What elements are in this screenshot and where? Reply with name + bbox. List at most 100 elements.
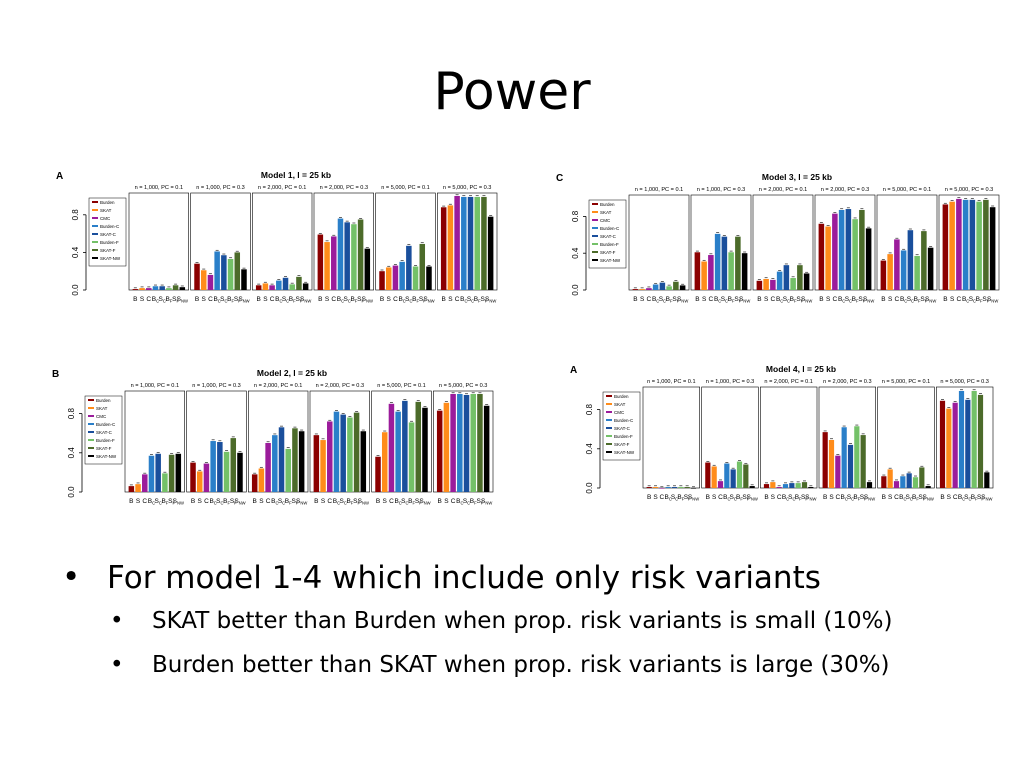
- panel-label: n = 5,000, PC = 0.1: [377, 383, 426, 389]
- x-tick-subscript: NW: [991, 299, 998, 304]
- bar: [289, 284, 295, 290]
- bar: [952, 402, 958, 488]
- panel-letter: A: [56, 171, 63, 182]
- x-tick-label: C: [393, 296, 398, 303]
- bar: [865, 228, 872, 290]
- x-tick-label: BC: [782, 494, 789, 502]
- x-tick-subscript: NW: [428, 299, 435, 304]
- bar: [711, 466, 717, 488]
- y-tick-label: 0.8: [585, 403, 594, 415]
- x-tick-label: BF: [227, 296, 234, 304]
- bar: [946, 408, 952, 488]
- bar: [919, 467, 925, 488]
- legend-entry: SKAT-C: [96, 430, 113, 435]
- x-tick-label: SNW: [805, 494, 816, 502]
- x-tick-subscript: NW: [239, 501, 246, 506]
- x-tick-label: SC: [220, 296, 227, 304]
- x-tick-subscript: F: [918, 299, 921, 304]
- x-tick-label: BF: [289, 296, 296, 304]
- x-tick-label: B: [314, 498, 318, 505]
- x-tick-subscript: C: [911, 299, 914, 304]
- bar: [172, 285, 179, 290]
- bar: [155, 453, 161, 492]
- bar: [789, 483, 795, 488]
- x-tick-label: SC: [159, 296, 166, 304]
- x-tick-label: B: [633, 296, 637, 303]
- x-tick-label: SF: [918, 494, 925, 502]
- x-tick-label: BF: [976, 296, 983, 304]
- x-tick-label: SF: [977, 494, 984, 502]
- x-tick-subscript: F: [357, 501, 360, 506]
- x-tick-label: S: [888, 296, 893, 303]
- bar: [782, 484, 789, 488]
- x-tick-subscript: C: [669, 497, 672, 502]
- bar: [467, 196, 474, 290]
- x-tick-label: B: [253, 498, 257, 505]
- bar: [965, 399, 971, 488]
- x-tick-subscript: C: [348, 299, 351, 304]
- x-tick-label: SNW: [739, 296, 750, 304]
- x-tick-label: SC: [216, 498, 223, 506]
- x-tick-subscript: C: [410, 299, 413, 304]
- x-tick-label: S: [702, 296, 707, 303]
- bar: [241, 269, 247, 290]
- legend-entry: SKAT-NW: [600, 258, 621, 263]
- bar: [408, 422, 415, 492]
- x-tick-subscript: NW: [805, 299, 812, 304]
- x-tick-label: SC: [344, 296, 351, 304]
- x-tick-subscript: C: [399, 501, 402, 506]
- x-tick-label: S: [771, 494, 776, 501]
- panel-frame: [760, 386, 818, 489]
- panel-letter: C: [556, 173, 563, 184]
- bar: [360, 431, 367, 492]
- bar: [276, 280, 282, 290]
- chart-title: Model 4, l = 25 kb: [766, 364, 836, 374]
- panel-label: n = 1,000, PC = 0.1: [131, 383, 180, 389]
- x-tick-label: SC: [463, 498, 470, 506]
- bar: [808, 487, 814, 488]
- x-tick-label: B: [695, 296, 699, 303]
- x-tick-label: B: [881, 296, 885, 303]
- bar: [887, 254, 893, 290]
- x-tick-label: BF: [677, 494, 684, 502]
- bar: [838, 209, 845, 290]
- x-tick-label: SF: [672, 296, 679, 304]
- legend: Burden SKAT CMC Burden-C SKAT-C Burden-F SKAT-…: [588, 199, 627, 269]
- bar: [440, 207, 447, 290]
- bar: [907, 230, 914, 290]
- bar: [379, 271, 385, 290]
- bar: [203, 463, 210, 492]
- legend-entry: SKAT-C: [600, 234, 617, 239]
- bar: [962, 199, 969, 290]
- x-tick-subscript: C: [973, 299, 976, 304]
- bar: [971, 390, 977, 488]
- x-tick-label: BF: [223, 498, 230, 506]
- legend-entry: Burden-F: [614, 434, 633, 439]
- x-tick-subscript: NW: [489, 299, 496, 304]
- x-tick-label: SF: [480, 296, 487, 304]
- x-tick-label: BF: [346, 498, 353, 506]
- x-tick-subscript: C: [845, 497, 848, 502]
- x-tick-label: C: [142, 498, 147, 505]
- x-tick-subscript: F: [794, 299, 797, 304]
- x-tick-subscript: C: [275, 501, 278, 506]
- panel-label: n = 1,000, PC = 0.3: [697, 187, 746, 193]
- bar: [388, 403, 395, 492]
- bar: [344, 222, 350, 290]
- bar: [128, 486, 135, 492]
- panel-frame: [313, 192, 374, 291]
- x-tick-label: SF: [357, 296, 364, 304]
- legend-entry: Burden-C: [614, 418, 634, 423]
- x-tick-label: SF: [168, 498, 175, 506]
- x-tick-subscript: NW: [177, 501, 184, 506]
- bar: [797, 265, 803, 290]
- x-tick-subscript: F: [351, 501, 354, 506]
- x-tick-label: B: [764, 494, 768, 501]
- bar: [984, 472, 990, 488]
- bar: [835, 455, 841, 488]
- x-tick-subscript: C: [344, 501, 347, 506]
- bar: [422, 407, 428, 492]
